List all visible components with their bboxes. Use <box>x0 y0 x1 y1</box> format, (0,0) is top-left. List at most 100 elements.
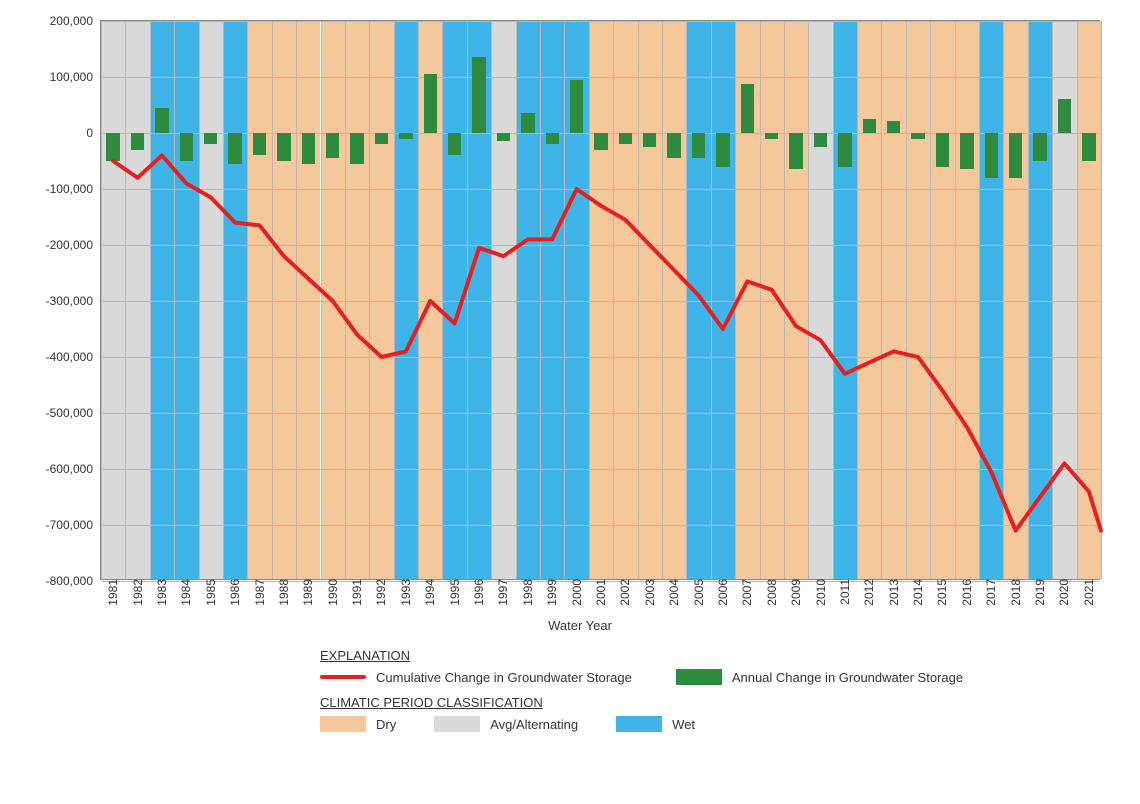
climate-band <box>906 21 930 579</box>
annual-bar <box>155 108 168 133</box>
annual-bar <box>228 133 241 164</box>
gridline-v <box>760 21 761 579</box>
x-tick-label: 1987 <box>253 579 267 612</box>
climate-band <box>711 21 735 579</box>
gridline-v <box>394 21 395 579</box>
x-tick-label: 2003 <box>643 579 657 612</box>
climate-band <box>784 21 808 579</box>
annual-bar <box>594 133 607 150</box>
gridline-v <box>881 21 882 579</box>
gridline-v <box>516 21 517 579</box>
climate-band <box>1028 21 1052 579</box>
climate-band <box>1077 21 1101 579</box>
y-tick-label: -800,000 <box>46 574 101 588</box>
x-tick-label: 2009 <box>789 579 803 612</box>
x-tick-label: 2012 <box>862 579 876 612</box>
gridline-h <box>101 469 1099 470</box>
annual-bar <box>960 133 973 169</box>
climate-band <box>369 21 393 579</box>
x-tick-label: 1995 <box>448 579 462 612</box>
annual-bar <box>692 133 705 158</box>
y-tick-label: -100,000 <box>46 182 101 196</box>
gridline-v <box>613 21 614 579</box>
climate-band <box>174 21 198 579</box>
annual-bar <box>180 133 193 161</box>
annual-bar <box>521 113 534 133</box>
annual-bar <box>302 133 315 164</box>
x-tick-label: 1986 <box>228 579 242 612</box>
x-tick-label: 1991 <box>350 579 364 612</box>
gridline-v <box>296 21 297 579</box>
gridline-v <box>711 21 712 579</box>
x-tick-label: 1989 <box>301 579 315 612</box>
climate-band <box>686 21 710 579</box>
y-tick-label: -400,000 <box>46 350 101 364</box>
x-tick-label: 2006 <box>716 579 730 612</box>
climate-band <box>955 21 979 579</box>
legend: EXPLANATION Cumulative Change in Groundw… <box>320 648 1120 732</box>
legend-avg-swatch <box>434 716 480 732</box>
x-tick-label: 2005 <box>692 579 706 612</box>
gridline-h <box>101 189 1099 190</box>
y-tick-label: -600,000 <box>46 462 101 476</box>
climate-band <box>223 21 247 579</box>
annual-bar <box>667 133 680 158</box>
x-tick-label: 1997 <box>496 579 510 612</box>
gridline-h <box>101 245 1099 246</box>
annual-bar <box>497 133 510 141</box>
climate-band <box>760 21 784 579</box>
x-tick-label: 1990 <box>326 579 340 612</box>
gridline-v <box>979 21 980 579</box>
x-tick-label: 1981 <box>106 579 120 612</box>
gridline-h <box>101 357 1099 358</box>
gridline-h <box>101 525 1099 526</box>
climate-band <box>930 21 954 579</box>
annual-bar <box>424 74 437 133</box>
gridline-h <box>101 77 1099 78</box>
gridline-v <box>369 21 370 579</box>
gridline-h <box>101 301 1099 302</box>
climate-band <box>589 21 613 579</box>
climate-band <box>979 21 1003 579</box>
chart-plot-area: Change in Groundwater in Storage (acre-f… <box>100 20 1100 580</box>
gridline-v <box>321 21 322 579</box>
legend-cumulative-label: Cumulative Change in Groundwater Storage <box>376 670 632 685</box>
gridline-v <box>125 21 126 579</box>
climate-band <box>442 21 466 579</box>
climate-band <box>296 21 320 579</box>
x-axis-label: Water Year <box>548 618 612 633</box>
x-tick-label: 2002 <box>618 579 632 612</box>
legend-climate-header: CLIMATIC PERIOD CLASSIFICATION <box>320 695 1120 710</box>
gridline-v <box>662 21 663 579</box>
gridline-v <box>1028 21 1029 579</box>
x-tick-label: 2021 <box>1082 579 1096 612</box>
x-tick-label: 2000 <box>570 579 584 612</box>
gridline-v <box>930 21 931 579</box>
y-tick-label: -700,000 <box>46 518 101 532</box>
annual-bar <box>936 133 949 167</box>
annual-bar <box>1033 133 1046 161</box>
annual-bar <box>838 133 851 167</box>
climate-band <box>345 21 369 579</box>
gridline-v <box>638 21 639 579</box>
climate-band <box>857 21 881 579</box>
y-tick-label: -200,000 <box>46 238 101 252</box>
legend-dry-label: Dry <box>376 717 396 732</box>
x-tick-label: 2008 <box>765 579 779 612</box>
annual-bar <box>619 133 632 144</box>
x-tick-label: 2011 <box>838 579 852 611</box>
annual-bar <box>765 133 778 139</box>
y-tick-label: 0 <box>86 126 101 140</box>
climate-band <box>125 21 149 579</box>
climate-band <box>540 21 564 579</box>
x-tick-label: 2016 <box>960 579 974 612</box>
annual-bar <box>131 133 144 150</box>
gridline-v <box>564 21 565 579</box>
annual-bar <box>570 80 583 133</box>
gridline-v <box>540 21 541 579</box>
x-tick-label: 1984 <box>179 579 193 612</box>
x-tick-label: 1985 <box>204 579 218 612</box>
gridline-v <box>418 21 419 579</box>
gridline-v <box>345 21 346 579</box>
annual-bar <box>277 133 290 161</box>
